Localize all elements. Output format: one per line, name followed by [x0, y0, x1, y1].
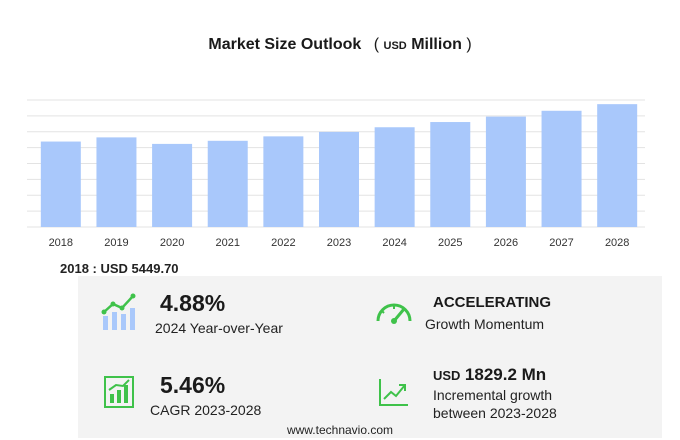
x-tick-label: 2018	[49, 237, 73, 249]
bar-2025	[430, 122, 471, 227]
yoy-label: 2024 Year-over-Year	[155, 320, 283, 336]
x-tick-label: 2024	[382, 237, 406, 249]
footer-source: www.technavio.com	[286, 423, 394, 437]
x-tick-label: 2026	[494, 237, 518, 249]
bar-2026	[485, 116, 526, 227]
momentum-label: Growth Momentum	[425, 316, 545, 332]
chart-title: Market Size Outlook ( USD Million )	[0, 36, 680, 54]
x-tick-label: 2023	[327, 237, 351, 249]
bar-trend-icon	[101, 293, 136, 330]
bar-2024	[374, 127, 415, 227]
title-unit: ( USD Million )	[373, 36, 472, 53]
speedometer-icon	[376, 303, 412, 324]
incremental-amount: 1829.2 Mn	[464, 365, 547, 384]
incremental-label-1: Incremental growth	[433, 387, 553, 403]
growth-chart-icon	[104, 376, 134, 408]
incremental-label-2: between 2023-2028	[433, 405, 557, 421]
x-tick-label: 2020	[160, 237, 184, 249]
bar-2028	[597, 104, 638, 227]
bar-2019	[96, 137, 137, 227]
yoy-value: 4.88%	[160, 290, 226, 316]
bar-2021	[207, 140, 248, 227]
x-tick-label: 2027	[549, 237, 573, 249]
bar-2018	[40, 141, 81, 227]
bar-2022	[263, 136, 304, 227]
x-tick-label: 2028	[605, 237, 629, 249]
momentum-value: ACCELERATING	[433, 294, 552, 311]
title-main: Market Size Outlook	[208, 36, 362, 53]
incremental-currency: USD	[433, 368, 461, 383]
base-year-value: 2018 : USD 5449.70	[60, 261, 179, 276]
cagr-value: 5.46%	[160, 372, 226, 398]
x-tick-label: 2021	[215, 237, 239, 249]
cagr-label: CAGR 2023-2028	[150, 402, 262, 418]
bar-2020	[152, 143, 193, 227]
bar-chart: 2018 2019 2020 2021 2022 2023 2024 2025 2026 2027…	[27, 99, 645, 249]
stats-panel	[78, 276, 662, 438]
x-tick-label: 2022	[271, 237, 295, 249]
incremental-value: USD 1829.2 Mn	[433, 365, 546, 385]
bar-2023	[319, 131, 359, 227]
line-trend-icon	[379, 379, 408, 406]
x-tick-label: 2025	[438, 237, 462, 249]
x-tick-label: 2019	[104, 237, 128, 249]
bar-2027	[541, 110, 582, 227]
